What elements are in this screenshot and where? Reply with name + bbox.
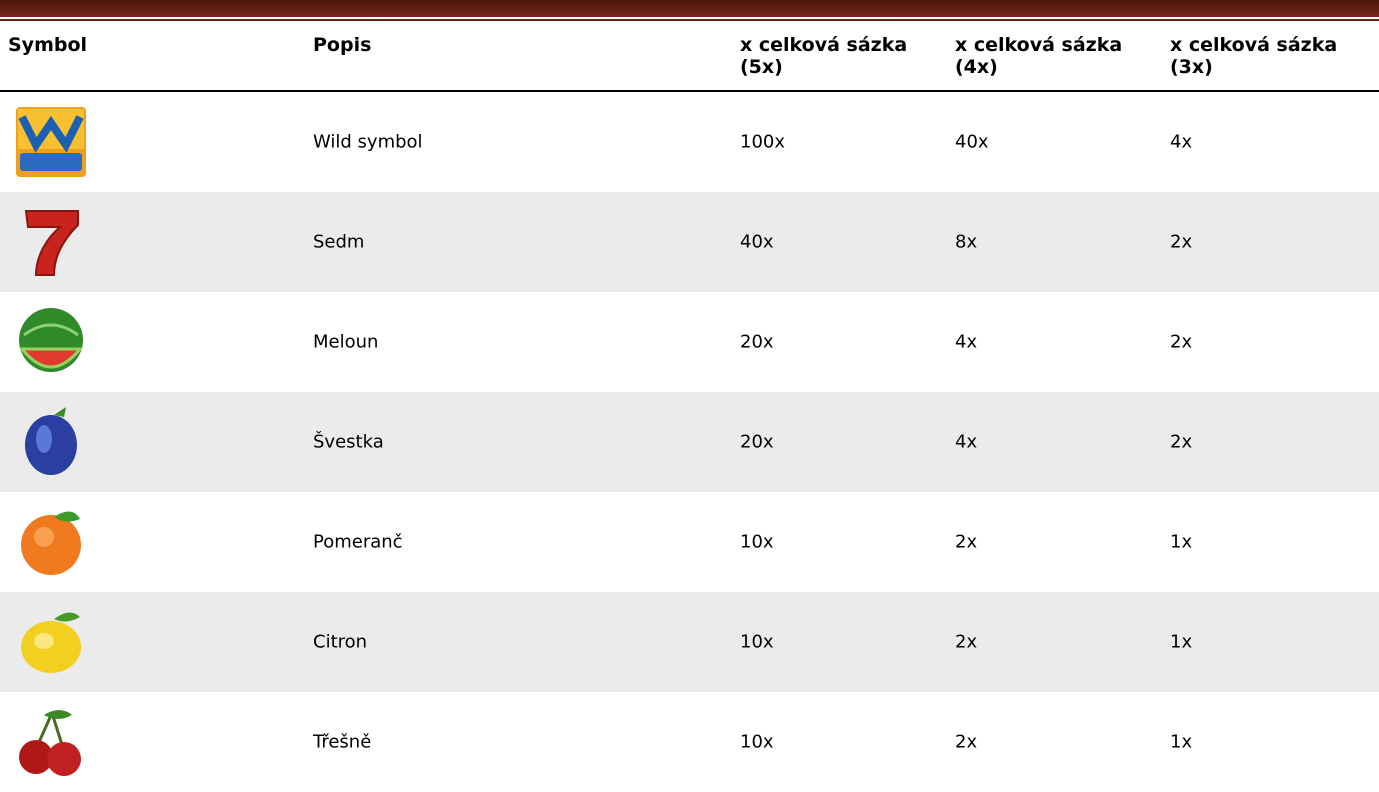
payout-cell: 40x xyxy=(740,231,774,253)
symbol-icon xyxy=(21,612,81,673)
symbol-icon xyxy=(21,511,81,575)
payout-cell: 1x xyxy=(1170,631,1193,653)
header-rule xyxy=(0,90,1379,92)
description-cell: Pomeranč xyxy=(313,531,403,553)
table-row: Wild symbol 100x 40x 4x xyxy=(0,92,1379,192)
payout-cell: 2x xyxy=(1170,431,1193,453)
table-row: Citron 10x 2x 1x xyxy=(0,592,1379,692)
payout-cell: 10x xyxy=(740,631,774,653)
header-cell: x celková sázka (5x) xyxy=(740,34,908,78)
payout-cell: 2x xyxy=(955,631,978,653)
table-row: Švestka 20x 4x 2x xyxy=(0,392,1379,492)
table-row: Třešně 10x 2x 1x xyxy=(0,692,1379,792)
symbol-icon xyxy=(16,107,86,177)
payout-cell: 4x xyxy=(955,431,978,453)
page: Symbol Popis x celková sázka (5x) x celk… xyxy=(0,0,1379,776)
symbol-icon xyxy=(19,710,81,776)
header-cell: Popis xyxy=(313,34,372,56)
description-cell: Sedm xyxy=(313,231,365,253)
payout-cell: 10x xyxy=(740,731,774,753)
symbol-icon xyxy=(24,210,79,276)
description-cell: Citron xyxy=(313,631,368,653)
payout-cell: 20x xyxy=(740,431,774,453)
description-cell: Wild symbol xyxy=(313,131,423,153)
payout-cell: 10x xyxy=(740,531,774,553)
payout-cell: 4x xyxy=(955,331,978,353)
table-row: Pomeranč 10x 2x 1x xyxy=(0,492,1379,592)
top-line xyxy=(0,19,1379,21)
payout-cell: 20x xyxy=(740,331,774,353)
top-bar xyxy=(0,0,1379,17)
payout-cell: 2x xyxy=(955,531,978,553)
table-row: Sedm 40x 8x 2x xyxy=(0,192,1379,292)
description-cell: Třešně xyxy=(313,731,372,753)
payout-cell: 2x xyxy=(1170,231,1193,253)
payout-cell: 2x xyxy=(955,731,978,753)
header-cell: Symbol xyxy=(8,34,88,56)
symbol-icon xyxy=(18,308,84,372)
description-cell: Švestka xyxy=(313,431,384,453)
payout-cell: 100x xyxy=(740,131,786,153)
header-cell: x celková sázka (3x) xyxy=(1170,34,1338,78)
header-cell: x celková sázka (4x) xyxy=(955,34,1123,78)
symbol-icon xyxy=(25,407,77,475)
payout-cell: 4x xyxy=(1170,131,1193,153)
payout-cell: 40x xyxy=(955,131,989,153)
payout-cell: 8x xyxy=(955,231,978,253)
description-cell: Meloun xyxy=(313,331,379,353)
payout-cell: 2x xyxy=(1170,331,1193,353)
payout-cell: 1x xyxy=(1170,531,1193,553)
payout-cell: 1x xyxy=(1170,731,1193,753)
table-row: Meloun 20x 4x 2x xyxy=(0,292,1379,392)
